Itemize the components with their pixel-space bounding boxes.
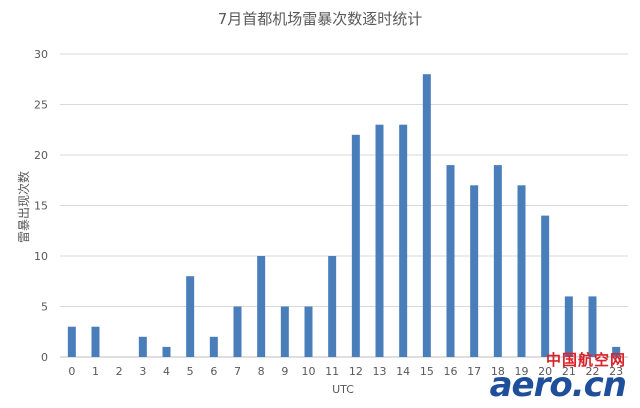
bar-21 (564, 296, 573, 357)
bar-9 (280, 306, 289, 357)
watermark-en: aero.cn (489, 365, 627, 405)
x-tick-label: 13 (373, 365, 387, 378)
bar-0 (67, 326, 76, 357)
x-tick-label: 2 (116, 365, 123, 378)
bar-5 (186, 276, 195, 357)
bar-19 (517, 185, 526, 357)
x-tick-label: 9 (281, 365, 288, 378)
bar-15 (422, 74, 431, 357)
x-tick-label: 22 (586, 365, 600, 378)
bar-8 (257, 256, 266, 357)
x-tick-label: 18 (491, 365, 505, 378)
bars (67, 74, 621, 357)
x-tick-label: 19 (515, 365, 529, 378)
bar-3 (138, 336, 147, 357)
bar-22 (588, 296, 597, 357)
y-tick-label: 15 (34, 200, 48, 213)
bar-14 (399, 124, 408, 357)
x-tick-label: 5 (187, 365, 194, 378)
bar-13 (375, 124, 384, 357)
x-tick-label: 20 (538, 365, 552, 378)
y-tick-label: 0 (41, 351, 48, 364)
x-axis-ticks: 0 1 2 3 4 5 6 7 8 9 10 11 12 13 14 15 16 17 18 19 20 21 22 23 (68, 365, 623, 378)
y-axis-label: 雷暴出现次数 (16, 171, 31, 243)
y-tick-label: 20 (34, 149, 48, 162)
x-tick-label: 14 (396, 365, 410, 378)
x-tick-label: 4 (163, 365, 170, 378)
y-axis-ticks: 0 5 10 15 20 25 30 (34, 48, 48, 364)
x-tick-label: 1 (92, 365, 99, 378)
gridlines (60, 53, 628, 358)
x-tick-label: 23 (609, 365, 623, 378)
y-tick-label: 10 (34, 250, 48, 263)
bar-1 (91, 326, 100, 357)
x-tick-label: 6 (210, 365, 217, 378)
y-tick-label: 25 (34, 99, 48, 112)
bar-17 (470, 185, 479, 357)
bar-7 (233, 306, 242, 357)
x-tick-label: 8 (258, 365, 265, 378)
bar-6 (209, 336, 218, 357)
x-tick-label: 3 (139, 365, 146, 378)
x-axis-label: UTC (332, 383, 354, 396)
bar-11 (328, 256, 337, 357)
y-tick-label: 5 (41, 301, 48, 314)
bar-20 (541, 215, 550, 357)
y-tick-label: 30 (34, 48, 48, 61)
x-tick-label: 17 (467, 365, 481, 378)
x-tick-label: 7 (234, 365, 241, 378)
chart-title: 7月首都机场雷暴次数逐时统计 (218, 10, 423, 28)
bar-12 (351, 134, 360, 357)
x-tick-label: 12 (349, 365, 363, 378)
bar-18 (493, 165, 502, 357)
watermark-cn: 中国航空网 (545, 351, 626, 369)
bar-10 (304, 306, 313, 357)
x-tick-label: 11 (325, 365, 339, 378)
x-tick-label: 15 (420, 365, 434, 378)
x-tick-label: 16 (444, 365, 458, 378)
watermark-logo: 中国航空网 aero.cn (489, 351, 627, 405)
x-tick-label: 0 (68, 365, 75, 378)
bar-16 (446, 165, 455, 357)
bar-23 (612, 346, 621, 357)
x-tick-label: 21 (562, 365, 576, 378)
x-tick-label: 10 (302, 365, 316, 378)
bar-4 (162, 346, 171, 357)
